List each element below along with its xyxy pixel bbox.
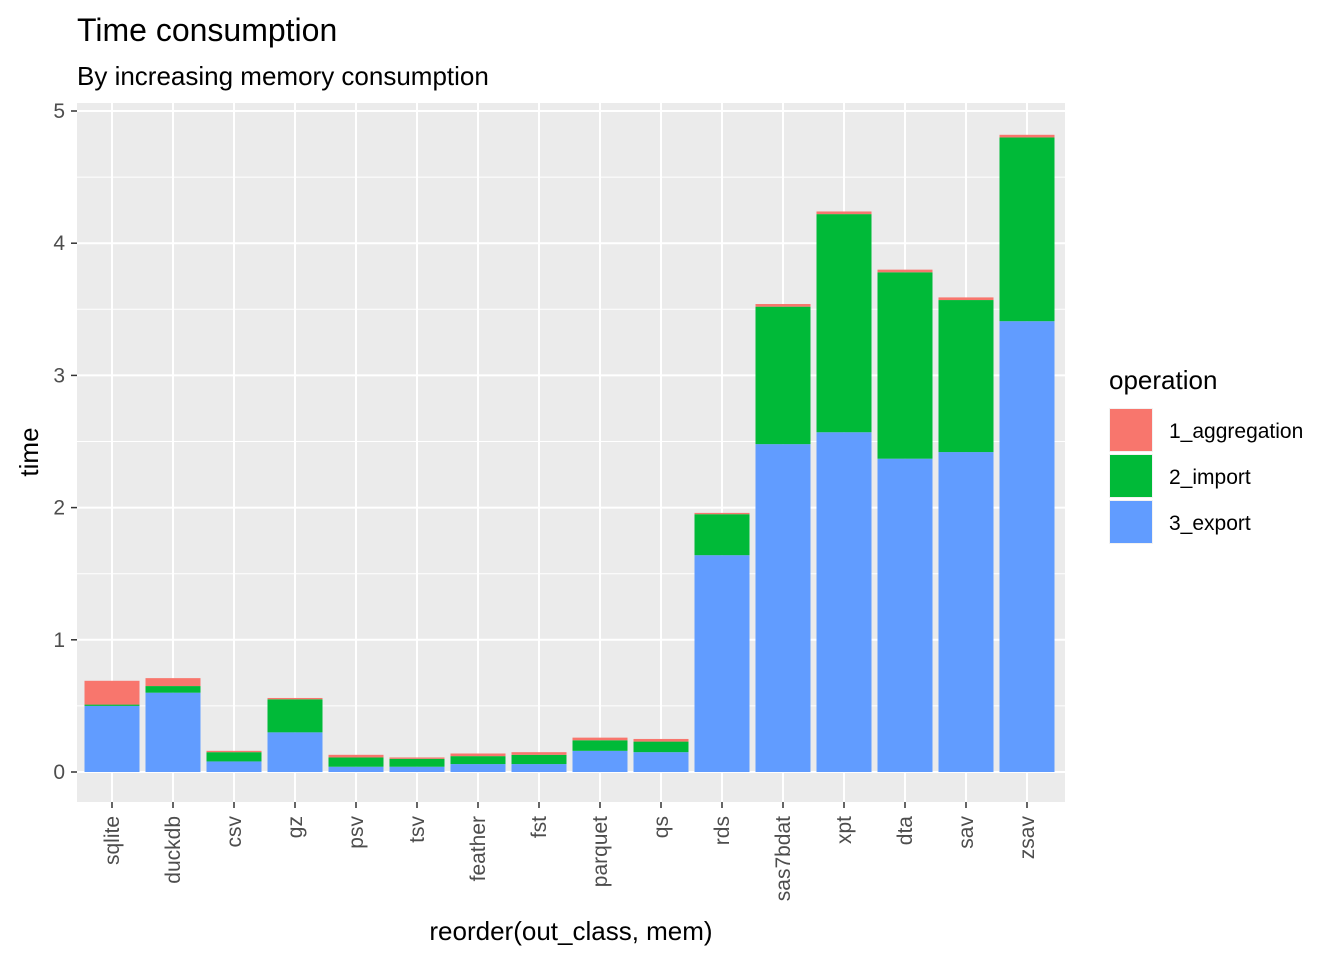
bar-fst-2_import: [511, 754, 567, 765]
bar-rds-1_aggregation: [694, 512, 750, 515]
x-tick-label: gz: [284, 816, 307, 838]
x-tick-label: csv: [223, 816, 246, 848]
bar-sqlite-1_aggregation: [84, 680, 140, 705]
x-tick-label: xpt: [833, 816, 856, 844]
x-tick-label: sqlite: [101, 816, 124, 865]
bar-parquet-1_aggregation: [572, 737, 628, 741]
bar-sqlite-3_export: [84, 705, 140, 772]
bar-sav-3_export: [938, 452, 994, 772]
bar-sas7bdat-1_aggregation: [755, 304, 811, 307]
x-tick-label: qs: [650, 816, 673, 838]
bar-dta-2_import: [877, 272, 933, 459]
x-tick-label: feather: [467, 816, 490, 881]
bar-psv-2_import: [328, 757, 384, 767]
legend-swatch-1_aggregation: [1110, 409, 1152, 451]
x-tick-label: duckdb: [162, 816, 185, 884]
bar-sqlite-2_import: [84, 704, 140, 706]
bar-fst-1_aggregation: [511, 752, 567, 755]
x-tick-label: rds: [711, 816, 734, 845]
bar-duckdb-3_export: [145, 692, 201, 772]
bar-sav-2_import: [938, 300, 994, 453]
bar-tsv-3_export: [389, 766, 445, 772]
bar-gz-2_import: [267, 699, 323, 733]
bar-sas7bdat-2_import: [755, 306, 811, 445]
y-tick-label: 4: [53, 232, 65, 255]
legend: 1_aggregation 2_import 3_export: [1109, 408, 1303, 544]
bar-psv-1_aggregation: [328, 754, 384, 758]
legend-label-3_export: 3_export: [1169, 512, 1251, 535]
bar-rds-2_import: [694, 514, 750, 556]
y-tick-label: 1: [53, 629, 65, 652]
bar-qs-3_export: [633, 752, 689, 772]
bar-qs-1_aggregation: [633, 738, 689, 742]
bar-gz-1_aggregation: [267, 697, 323, 700]
bars: [84, 134, 1055, 772]
chart-title: Time consumption: [77, 12, 337, 48]
bar-fst-3_export: [511, 764, 567, 772]
bar-qs-2_import: [633, 741, 689, 753]
bar-zsav-2_import: [999, 137, 1055, 322]
x-tick-label: tsv: [406, 816, 429, 843]
bar-zsav-3_export: [999, 321, 1055, 772]
bar-xpt-2_import: [816, 214, 872, 433]
x-tick-label: sav: [955, 816, 978, 849]
x-tick-label: psv: [345, 816, 368, 849]
y-tick-label: 5: [53, 100, 65, 123]
x-tick-label: parquet: [589, 816, 612, 887]
y-tick-label: 2: [53, 497, 65, 520]
y-axis-title: time: [14, 427, 44, 476]
x-tick-label: zsav: [1016, 816, 1039, 860]
bar-tsv-2_import: [389, 758, 445, 767]
y-tick-label: 3: [53, 364, 65, 387]
legend-title: operation: [1109, 365, 1217, 395]
bar-tsv-1_aggregation: [389, 757, 445, 759]
bar-xpt-1_aggregation: [816, 211, 872, 215]
bar-parquet-3_export: [572, 750, 628, 772]
bar-duckdb-1_aggregation: [145, 678, 201, 687]
bar-xpt-3_export: [816, 432, 872, 772]
bar-parquet-2_import: [572, 740, 628, 751]
legend-swatch-3_export: [1110, 501, 1152, 543]
legend-swatch-2_import: [1110, 455, 1152, 497]
y-tick-label: 0: [53, 761, 65, 784]
bar-feather-2_import: [450, 756, 506, 765]
bar-gz-3_export: [267, 732, 323, 772]
x-axis-title: reorder(out_class, mem): [429, 916, 712, 946]
bar-zsav-1_aggregation: [999, 134, 1055, 138]
bar-rds-3_export: [694, 555, 750, 772]
x-tick-label: dta: [894, 816, 917, 846]
bar-duckdb-2_import: [145, 686, 201, 693]
y-axis: 0 1 2 3 4 5: [53, 100, 77, 784]
legend-label-2_import: 2_import: [1169, 466, 1251, 489]
x-tick-label: sas7bdat: [772, 816, 795, 901]
bar-csv-1_aggregation: [206, 750, 262, 753]
legend-label-1_aggregation: 1_aggregation: [1169, 420, 1303, 443]
bar-sas7bdat-3_export: [755, 444, 811, 772]
grid-lines: [77, 103, 1065, 802]
bar-psv-3_export: [328, 766, 384, 772]
chart-subtitle: By increasing memory consumption: [77, 61, 489, 91]
x-axis: sqlite duckdb csv gz psv tsv feather fst parquet…: [101, 802, 1039, 901]
bar-csv-3_export: [206, 761, 262, 772]
bar-dta-1_aggregation: [877, 269, 933, 273]
bar-feather-1_aggregation: [450, 753, 506, 757]
bar-csv-2_import: [206, 752, 262, 762]
bar-dta-3_export: [877, 458, 933, 772]
x-tick-label: fst: [528, 816, 551, 838]
bar-feather-3_export: [450, 764, 506, 772]
bar-sav-1_aggregation: [938, 297, 994, 301]
